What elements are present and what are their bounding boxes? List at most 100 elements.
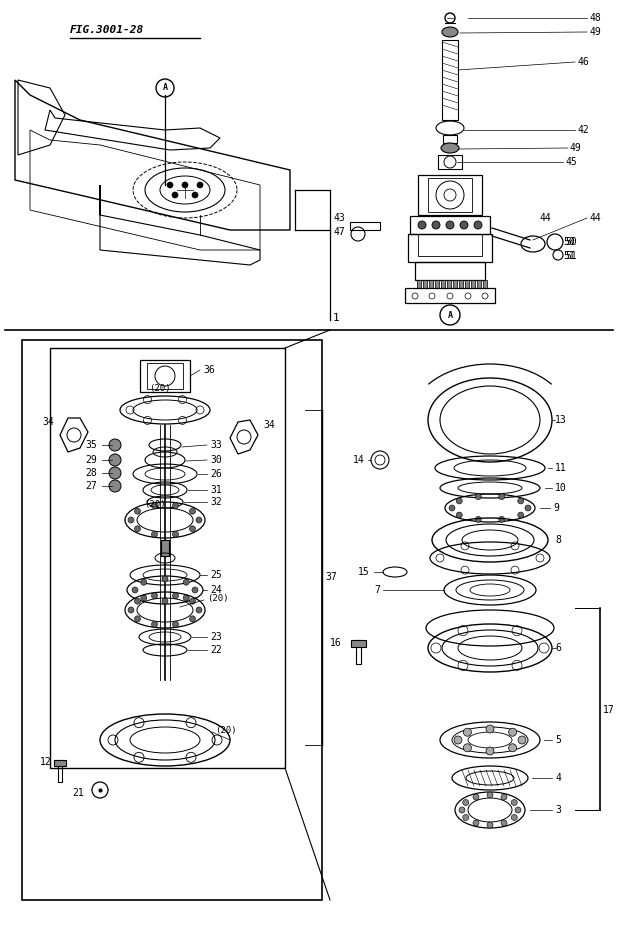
Text: (20): (20) [207,593,229,603]
Bar [350,222,380,230]
Circle shape [172,622,179,627]
Circle shape [475,516,481,522]
Text: 51: 51 [565,251,577,261]
Bar [22,340,322,900]
Text: 6: 6 [555,643,561,653]
Circle shape [172,502,179,509]
Circle shape [486,725,494,733]
Text: (20): (20) [150,383,171,393]
Circle shape [162,598,168,604]
Bar [435,280,439,288]
Bar [441,280,445,288]
Text: (20): (20) [215,726,237,734]
Bar [356,640,361,664]
Circle shape [486,747,494,755]
Circle shape [172,593,179,599]
Bar [429,280,433,288]
Circle shape [151,593,158,599]
Text: 15: 15 [358,567,370,577]
Text: 24: 24 [210,585,222,595]
Circle shape [501,794,507,800]
Text: 11: 11 [555,463,567,473]
Text: 7: 7 [374,585,380,595]
Bar [408,234,492,262]
Circle shape [151,622,158,627]
Bar [477,280,481,288]
Circle shape [141,579,147,585]
Circle shape [464,729,472,736]
Circle shape [432,221,440,229]
Circle shape [190,526,195,531]
Bar [415,262,485,280]
Bar [483,280,487,288]
Text: 4: 4 [555,773,561,783]
Bar [140,360,190,392]
Text: A: A [163,84,167,93]
Text: 44: 44 [590,213,602,223]
Circle shape [511,799,517,806]
Bar [418,175,482,215]
Circle shape [190,508,195,515]
Circle shape [192,192,198,198]
Bar [453,280,457,288]
Text: FIG.3001-28: FIG.3001-28 [70,25,144,35]
Text: 48: 48 [590,13,602,23]
Circle shape [135,508,140,515]
Circle shape [511,814,517,821]
Text: 29: 29 [85,455,97,465]
Circle shape [128,607,134,613]
Text: 5: 5 [555,735,561,745]
Text: 33: 33 [210,440,222,450]
Circle shape [474,221,482,229]
Text: 30: 30 [210,455,222,465]
Text: 51: 51 [563,251,575,261]
Circle shape [463,799,468,806]
Text: 27: 27 [85,481,97,491]
Text: 23: 23 [210,632,222,642]
Circle shape [454,736,462,744]
Circle shape [172,192,178,198]
Circle shape [172,531,179,537]
Circle shape [449,505,455,511]
Text: 34: 34 [42,417,54,427]
Bar [54,760,66,766]
Text: 1: 1 [333,313,340,323]
Circle shape [162,576,168,582]
Bar [465,280,469,288]
Circle shape [135,616,140,622]
Text: 42: 42 [577,125,589,135]
Bar [147,363,183,389]
Circle shape [135,598,140,604]
Circle shape [509,744,517,752]
Text: 49: 49 [590,27,602,37]
Circle shape [456,498,462,504]
Circle shape [518,736,526,744]
Circle shape [151,531,158,537]
Bar [443,135,457,143]
Bar [58,760,62,782]
Text: 12: 12 [40,757,52,767]
Circle shape [109,454,121,466]
Circle shape [190,598,195,604]
Circle shape [418,221,426,229]
Circle shape [109,439,121,451]
Circle shape [509,729,517,736]
Circle shape [515,807,521,813]
Circle shape [109,480,121,492]
Bar [442,40,458,120]
Circle shape [196,517,202,523]
Text: 31: 31 [210,485,222,495]
Circle shape [196,607,202,613]
Text: 13: 13 [555,415,567,425]
Circle shape [473,794,479,800]
Bar [438,155,462,169]
Bar [161,540,169,556]
Bar [417,280,421,288]
Text: 16: 16 [330,638,342,648]
Circle shape [463,814,468,821]
Circle shape [109,467,121,479]
Bar [471,280,475,288]
Text: 22: 22 [210,645,222,655]
Text: 17: 17 [603,705,615,715]
Text: 10: 10 [555,483,567,493]
